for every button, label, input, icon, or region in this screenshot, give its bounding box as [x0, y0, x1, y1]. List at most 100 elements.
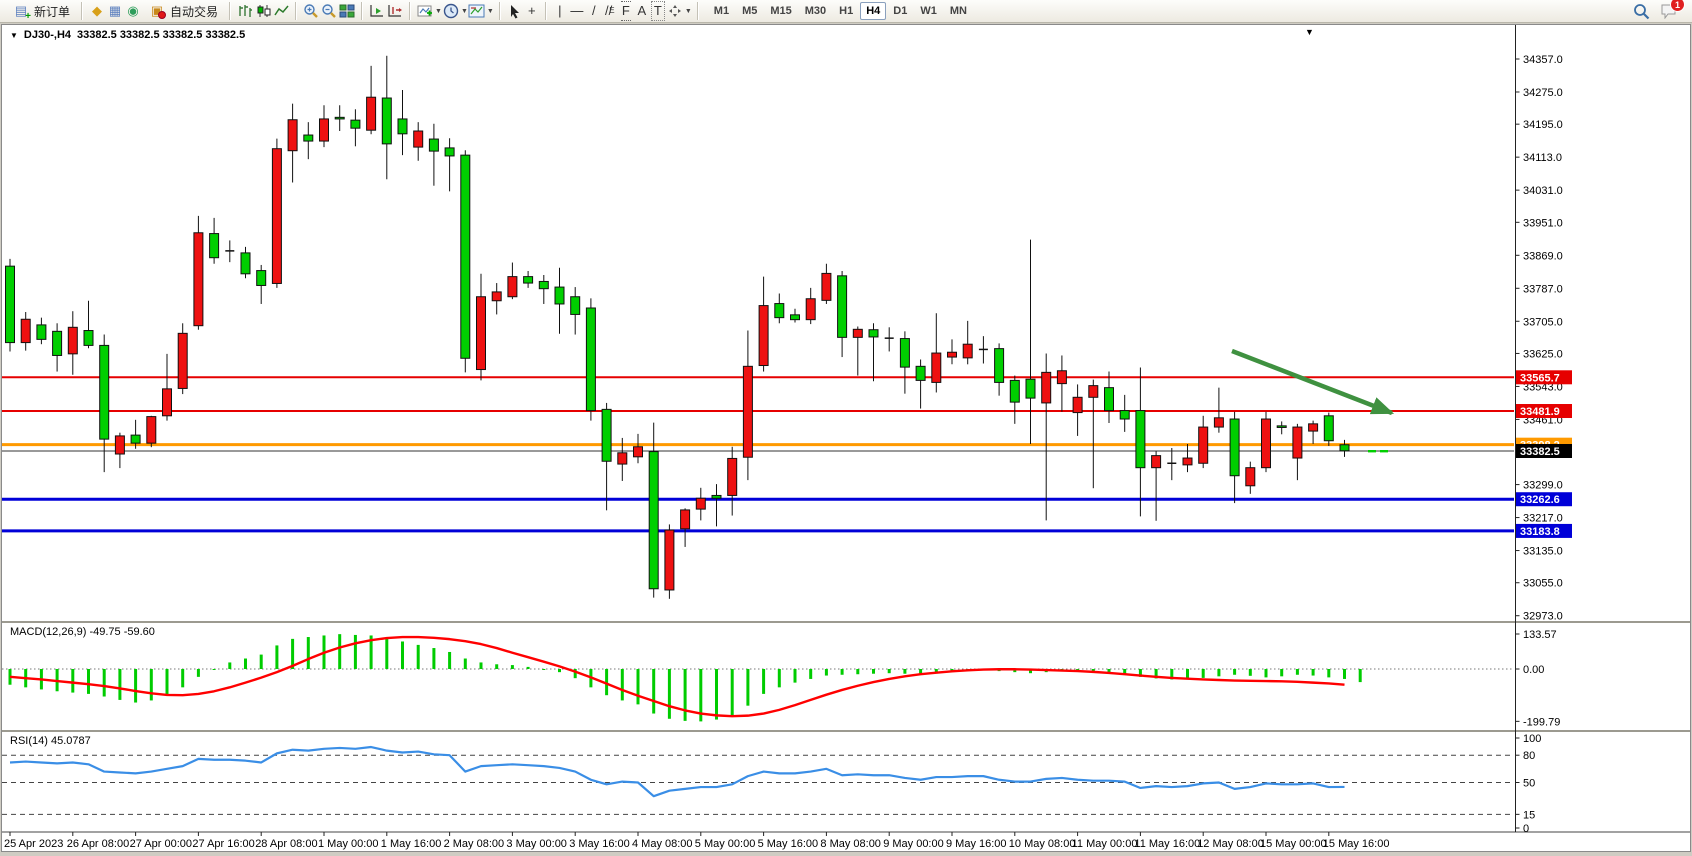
candle-body	[931, 352, 942, 383]
line-chart-mode-icon[interactable]	[272, 2, 290, 20]
candle-body	[837, 275, 848, 338]
candle-body	[1292, 426, 1303, 459]
price-level-badge	[1516, 404, 1572, 419]
auto-trading-button[interactable]: ▣ 自动交易	[142, 0, 224, 22]
time-tick-label: 11 May 00:00	[1072, 838, 1138, 850]
macd-histogram-bar	[212, 669, 216, 670]
chart-dropdown-icon[interactable]: ▼	[10, 30, 18, 40]
candle-body	[287, 119, 298, 152]
macd-histogram-bar	[919, 669, 923, 675]
macd-histogram-bar	[605, 669, 609, 696]
candlestick-mode-icon[interactable]	[254, 2, 272, 20]
mql5-wizard-icon[interactable]: ◆	[92, 3, 103, 18]
timeframe-h1[interactable]: H1	[839, 5, 854, 17]
current-bar-marker	[1368, 449, 1376, 453]
period-dropdown-caret[interactable]: ▼	[460, 7, 468, 15]
price-tick-label: 34357.0	[1523, 54, 1563, 66]
timeframe-d1[interactable]: D1	[893, 5, 908, 17]
timeframe-toolbar: M1 M5 M15 M30 H1 H4 D1 W1 MN	[708, 2, 973, 20]
tile-windows-icon[interactable]	[338, 2, 356, 20]
timeframe-m15[interactable]: M15	[770, 5, 792, 17]
candle-body	[711, 494, 722, 499]
template-dropdown-caret[interactable]: ▼	[486, 7, 494, 15]
toolbar-separator	[81, 2, 84, 20]
trendline-tool-icon[interactable]: /	[592, 3, 596, 18]
candle-body	[491, 291, 502, 302]
timeframe-m30[interactable]: M30	[804, 5, 827, 17]
candle-body	[554, 286, 565, 305]
horizontal-line-tool-icon[interactable]: —	[570, 3, 584, 18]
candle-body	[1229, 418, 1240, 477]
macd-histogram-bar	[259, 654, 263, 669]
vertical-line-tool-icon[interactable]: |	[558, 3, 562, 18]
auto-trading-label: 自动交易	[170, 4, 219, 19]
bar-chart-mode-icon[interactable]	[236, 2, 254, 20]
candle-body	[1119, 410, 1130, 420]
candle-body	[146, 416, 157, 444]
indicators-dropdown-caret[interactable]: ▼	[435, 7, 442, 15]
publisher-icon[interactable]: ▦	[108, 3, 122, 18]
new-order-icon: ▤ +	[14, 3, 31, 22]
price-level-badge-label: 33565.7	[1520, 372, 1560, 384]
rsi-axis-label: 15	[1523, 809, 1535, 821]
candle-body	[1088, 385, 1099, 398]
macd-histogram-bar	[683, 669, 687, 721]
macd-histogram-bar	[1013, 669, 1017, 673]
template-icon[interactable]	[468, 2, 486, 20]
zoom-in-icon[interactable]	[302, 2, 320, 20]
timeframe-mn[interactable]: MN	[949, 5, 967, 17]
macd-histogram-bar	[1123, 669, 1127, 675]
toolbar-separator	[361, 2, 364, 20]
notification-badge: 1	[1670, 0, 1685, 12]
macd-histogram-bar	[667, 669, 671, 719]
macd-histogram-bar	[275, 645, 279, 669]
search-icon[interactable]	[1632, 2, 1650, 20]
auto-scroll-icon[interactable]	[368, 2, 386, 20]
price-level-badge-label: 33382.5	[1520, 446, 1560, 458]
chat-icon[interactable]: 1	[1660, 0, 1685, 20]
macd-histogram-bar	[903, 669, 907, 674]
candle-body	[413, 130, 424, 148]
timeframe-h4[interactable]: H4	[860, 2, 887, 20]
period-clock-icon[interactable]	[442, 2, 460, 20]
series-end-marker-icon[interactable]: ▼	[1305, 27, 1314, 37]
price-chart-canvas[interactable]: 34357.0 34275.0 34195.0 34113.0 34031.0 33951…	[2, 25, 1690, 851]
equidistant-channel-tool-icon[interactable]: //E	[605, 3, 615, 18]
new-order-button[interactable]: ▤ + 新订单	[6, 0, 76, 22]
macd-histogram-bar	[1264, 669, 1268, 678]
text-tool-icon[interactable]: A	[637, 3, 647, 18]
zoom-out-icon[interactable]	[320, 2, 338, 20]
candle-body	[209, 233, 220, 259]
toolbar-separator	[295, 2, 298, 20]
macd-histogram-bar	[432, 648, 436, 669]
fibonacci-tool-icon[interactable]: F	[618, 1, 634, 21]
candle-body	[256, 270, 267, 286]
crosshair-tool-icon[interactable]: +	[528, 3, 536, 18]
time-tick-label: 27 Apr 16:00	[192, 838, 254, 850]
candle-body	[130, 434, 141, 444]
cursor-tool-icon[interactable]	[506, 2, 524, 20]
time-tick-label: 12 May 08:00	[1197, 838, 1264, 850]
text-label-tool-icon[interactable]: T	[650, 1, 666, 21]
indicators-icon[interactable]	[416, 2, 434, 20]
timeframe-m5[interactable]: M5	[742, 5, 758, 17]
candle-body	[1009, 379, 1020, 403]
macd-histogram-bar	[149, 669, 153, 701]
timeframe-m1[interactable]: M1	[713, 5, 730, 17]
candle-body	[633, 446, 643, 458]
candle-body	[177, 332, 188, 389]
candle-body	[585, 307, 596, 412]
chart-shift-icon[interactable]	[386, 2, 404, 20]
timeframe-w1[interactable]: W1	[920, 5, 937, 17]
macd-histogram-bar	[762, 669, 766, 694]
auto-trading-stopped-dot	[158, 11, 167, 19]
candle-body	[727, 457, 738, 496]
arrows-tool-icon[interactable]	[666, 2, 684, 20]
candle-body	[1104, 387, 1114, 412]
price-level-badge	[1516, 523, 1572, 538]
signals-icon[interactable]: ◉	[127, 3, 139, 18]
arrows-dropdown-caret[interactable]: ▼	[684, 7, 692, 15]
candle-body	[1276, 425, 1287, 428]
macd-histogram-bar	[228, 662, 232, 669]
